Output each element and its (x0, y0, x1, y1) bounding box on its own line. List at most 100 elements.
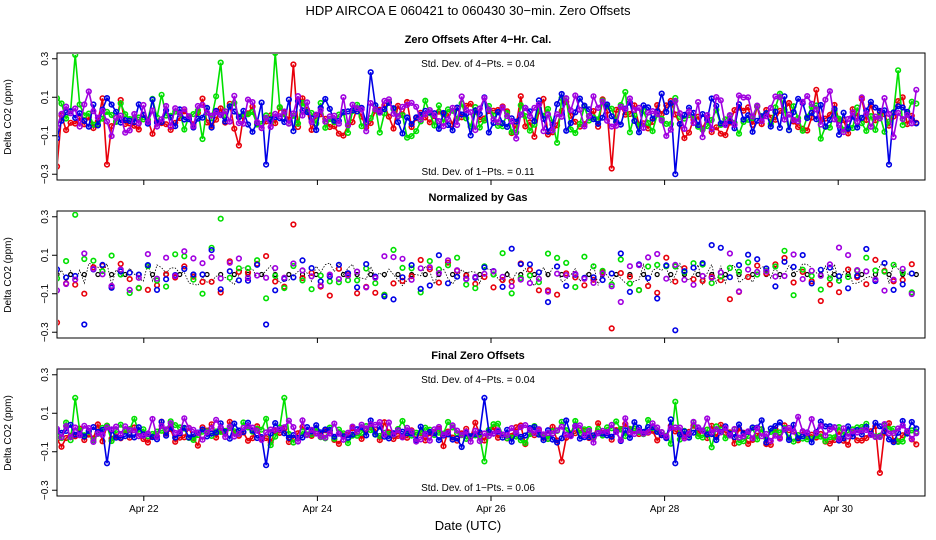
point-purple (167, 123, 174, 130)
point-purple (490, 116, 497, 123)
point-red (435, 279, 443, 286)
point-green (290, 262, 297, 270)
point-purple (140, 432, 147, 439)
zero-point (504, 271, 510, 278)
point-blue (217, 286, 224, 293)
point-blue (367, 417, 374, 424)
point-green (894, 67, 902, 74)
point-purple (72, 276, 79, 283)
zero-point (777, 271, 783, 278)
point-red (472, 419, 479, 426)
point-blue (708, 242, 715, 249)
point-purple (708, 429, 715, 436)
point-blue (504, 123, 511, 130)
point-purple (804, 92, 811, 100)
point-blue (872, 104, 879, 111)
point-purple (799, 276, 806, 283)
point-purple (304, 432, 311, 439)
point-green (399, 417, 406, 425)
point-purple (426, 264, 433, 271)
point-green (235, 265, 242, 272)
point-red (913, 441, 920, 448)
point-green (72, 54, 79, 58)
point-purple (599, 270, 606, 277)
point-purple (81, 101, 88, 108)
point-purple (590, 93, 597, 100)
point-green (790, 292, 797, 299)
point-purple (713, 93, 720, 101)
point-blue (840, 109, 847, 116)
point-blue (394, 118, 402, 126)
point-purple (463, 428, 470, 435)
point-red (490, 284, 497, 291)
point-blue (590, 274, 597, 281)
point-red (354, 290, 361, 297)
point-red (372, 289, 379, 296)
zero-point (286, 271, 292, 278)
point-green (735, 130, 743, 137)
zero-point (354, 271, 360, 278)
point-blue (626, 288, 634, 296)
point-green (617, 256, 624, 263)
point-purple (835, 122, 843, 129)
point-purple (813, 429, 820, 437)
point-green (199, 135, 206, 143)
point-purple (313, 111, 320, 118)
point-blue (608, 433, 615, 440)
point-green (544, 250, 552, 257)
point-blue (663, 108, 670, 116)
point-green (576, 120, 584, 127)
point-purple (549, 430, 556, 437)
point-blue (553, 439, 561, 446)
point-blue (881, 260, 888, 267)
point-red (654, 289, 661, 296)
point-blue (563, 417, 570, 424)
zero-point (108, 271, 115, 278)
y-axis-label: Delta CO2 (ppm) (3, 395, 14, 471)
point-purple (263, 274, 270, 281)
point-purple (226, 118, 233, 125)
point-red (876, 469, 884, 477)
point-purple (890, 276, 897, 283)
point-purple (90, 108, 97, 115)
point-purple (831, 116, 838, 123)
point-red (581, 282, 588, 289)
point-blue (553, 100, 561, 108)
point-green (326, 278, 333, 285)
point-green (672, 398, 679, 405)
point-purple (790, 251, 797, 258)
point-purple (208, 425, 215, 432)
point-blue (808, 439, 815, 446)
point-blue (126, 269, 133, 276)
point-purple (817, 422, 824, 429)
point-green (822, 438, 829, 445)
point-purple (654, 424, 661, 431)
point-green (435, 102, 443, 109)
point-green (417, 289, 424, 296)
point-green (376, 129, 383, 136)
point-red (72, 281, 79, 288)
point-purple (426, 106, 433, 114)
point-purple (840, 425, 847, 432)
point-green (644, 416, 652, 424)
point-green (431, 122, 438, 129)
point-green (99, 268, 106, 275)
point-purple (454, 427, 461, 434)
point-green (590, 263, 597, 270)
point-green (81, 255, 88, 263)
point-purple (763, 268, 770, 275)
point-blue (454, 435, 461, 442)
point-purple (435, 117, 443, 125)
point-red (835, 289, 843, 296)
point-purple (417, 436, 424, 443)
zero-point (736, 271, 742, 278)
point-purple (272, 265, 279, 272)
zero-point (831, 271, 838, 278)
point-red (826, 281, 834, 288)
zero-point (859, 271, 865, 278)
point-red (181, 263, 188, 270)
point-purple (699, 427, 706, 434)
point-purple (254, 427, 261, 434)
point-blue (863, 423, 870, 430)
plot-area (58, 212, 919, 334)
